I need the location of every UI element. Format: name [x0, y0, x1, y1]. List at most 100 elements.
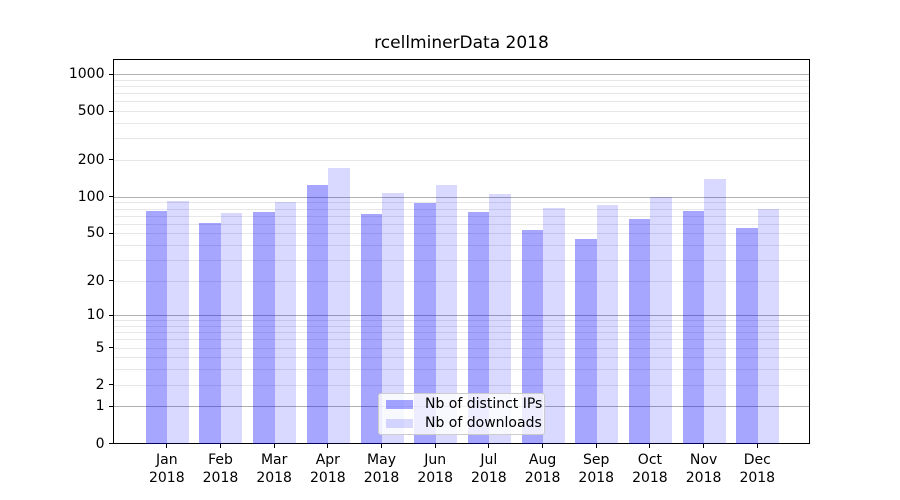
minor-gridline-800 [114, 86, 809, 88]
major-gridline-10 [114, 315, 809, 317]
x-tick-label-sep: Sep 2018 [578, 451, 615, 486]
minor-gridline-4 [114, 357, 809, 359]
y-tick-label-0: 0 [95, 435, 105, 452]
x-tick-label-feb: Feb 2018 [202, 451, 239, 486]
minor-gridline-70 [114, 215, 809, 217]
legend-swatch-downloads [386, 419, 413, 428]
bar-downloads-oct [650, 197, 672, 444]
bar-downloads-mar [274, 202, 297, 444]
y-tick-200 [108, 159, 114, 161]
legend-row-downloads: Nb of downloads [386, 416, 544, 431]
y-tick-label-2: 2 [95, 376, 105, 393]
y-tick-0 [108, 443, 114, 444]
major-gridline-100 [114, 196, 809, 198]
y-tick-1000 [108, 73, 114, 75]
minor-gridline-7 [114, 332, 809, 334]
x-tick-dec [756, 444, 758, 448]
bar-distinct-ips-may [360, 213, 383, 444]
bar-distinct-ips-aug [521, 229, 544, 444]
minor-gridline-90 [114, 202, 809, 204]
y-tick-20 [108, 280, 114, 282]
x-tick-label-dec: Dec 2018 [739, 451, 776, 486]
minor-gridline-200 [114, 159, 809, 161]
x-tick-jun [434, 444, 436, 448]
x-tick-oct [649, 444, 651, 448]
y-tick-100 [108, 196, 114, 198]
y-tick-label-100: 100 [77, 188, 105, 205]
y-tick-label-5: 5 [95, 339, 105, 356]
x-tick-label-aug: Aug 2018 [524, 451, 561, 486]
minor-gridline-30 [114, 259, 809, 261]
bar-downloads-apr [328, 168, 350, 444]
x-tick-may [381, 444, 383, 448]
bar-distinct-ips-feb [199, 222, 221, 444]
x-tick-label-oct: Oct 2018 [632, 451, 668, 486]
bar-downloads-sep [596, 205, 619, 444]
bar-distinct-ips-jul [467, 212, 490, 444]
minor-gridline-700 [114, 93, 809, 95]
minor-gridline-3 [114, 369, 809, 371]
bar-downloads-may [382, 192, 404, 444]
minor-gridline-6 [114, 339, 809, 341]
bar-distinct-ips-mar [253, 211, 275, 444]
x-tick-jan [166, 444, 168, 448]
major-gridline-1000 [114, 74, 809, 76]
bar-distinct-ips-jun [414, 203, 436, 444]
y-tick-label-50: 50 [86, 225, 105, 242]
bar-downloads-dec [757, 209, 780, 444]
bar-distinct-ips-nov [682, 211, 705, 444]
bar-distinct-ips-jan [145, 211, 168, 444]
legend-label-downloads: Nb of downloads [425, 415, 542, 431]
x-tick-apr [327, 444, 329, 448]
y-tick-label-1: 1 [95, 398, 105, 415]
x-tick-label-nov: Nov 2018 [685, 451, 722, 486]
minor-gridline-600 [114, 101, 809, 103]
chart-title: rcellminerData 2018 [374, 33, 549, 53]
plot-area [113, 59, 810, 444]
legend-swatch-distinct-ips [386, 400, 413, 409]
bar-distinct-ips-sep [575, 239, 597, 444]
minor-gridline-20 [114, 280, 809, 282]
minor-gridline-2 [114, 384, 809, 386]
bar-downloads-jan [167, 201, 189, 444]
minor-gridline-5 [114, 347, 809, 349]
legend-label-distinct-ips: Nb of distinct IPs [425, 396, 543, 412]
bar-downloads-feb [220, 213, 243, 444]
minor-gridline-80 [114, 208, 809, 210]
x-tick-feb [219, 444, 221, 448]
y-tick-10 [108, 314, 114, 316]
minor-gridline-900 [114, 79, 809, 81]
minor-gridline-500 [114, 111, 809, 113]
legend-row-distinct-ips: Nb of distinct IPs [386, 397, 544, 412]
x-tick-sep [595, 444, 597, 448]
x-tick-label-apr: Apr 2018 [310, 451, 346, 486]
y-tick-500 [108, 110, 114, 112]
legend: Nb of distinct IPs Nb of downloads [378, 393, 545, 435]
y-tick-50 [108, 232, 114, 234]
y-tick-label-20: 20 [86, 272, 105, 289]
minor-gridline-8 [114, 326, 809, 328]
x-tick-aug [542, 444, 544, 448]
x-tick-label-mar: Mar 2018 [256, 451, 292, 486]
bar-downloads-jul [489, 193, 511, 444]
y-tick-label-200: 200 [77, 151, 105, 168]
x-tick-label-may: May 2018 [363, 451, 400, 486]
x-tick-nov [703, 444, 705, 448]
y-tick-label-1000: 1000 [68, 66, 105, 83]
y-tick-5 [108, 347, 114, 349]
bar-distinct-ips-apr [306, 184, 329, 444]
bar-downloads-jun [435, 184, 458, 444]
x-tick-mar [273, 444, 275, 448]
y-tick-1 [108, 405, 114, 407]
bar-downloads-aug [543, 208, 565, 444]
minor-gridline-50 [114, 233, 809, 235]
minor-gridline-300 [114, 138, 809, 140]
y-tick-label-500: 500 [77, 103, 105, 120]
minor-gridline-400 [114, 123, 809, 125]
minor-gridline-40 [114, 244, 809, 246]
y-tick-2 [108, 384, 114, 386]
bar-downloads-nov [704, 179, 726, 444]
x-tick-jul [488, 444, 490, 448]
y-tick-label-10: 10 [86, 307, 105, 324]
